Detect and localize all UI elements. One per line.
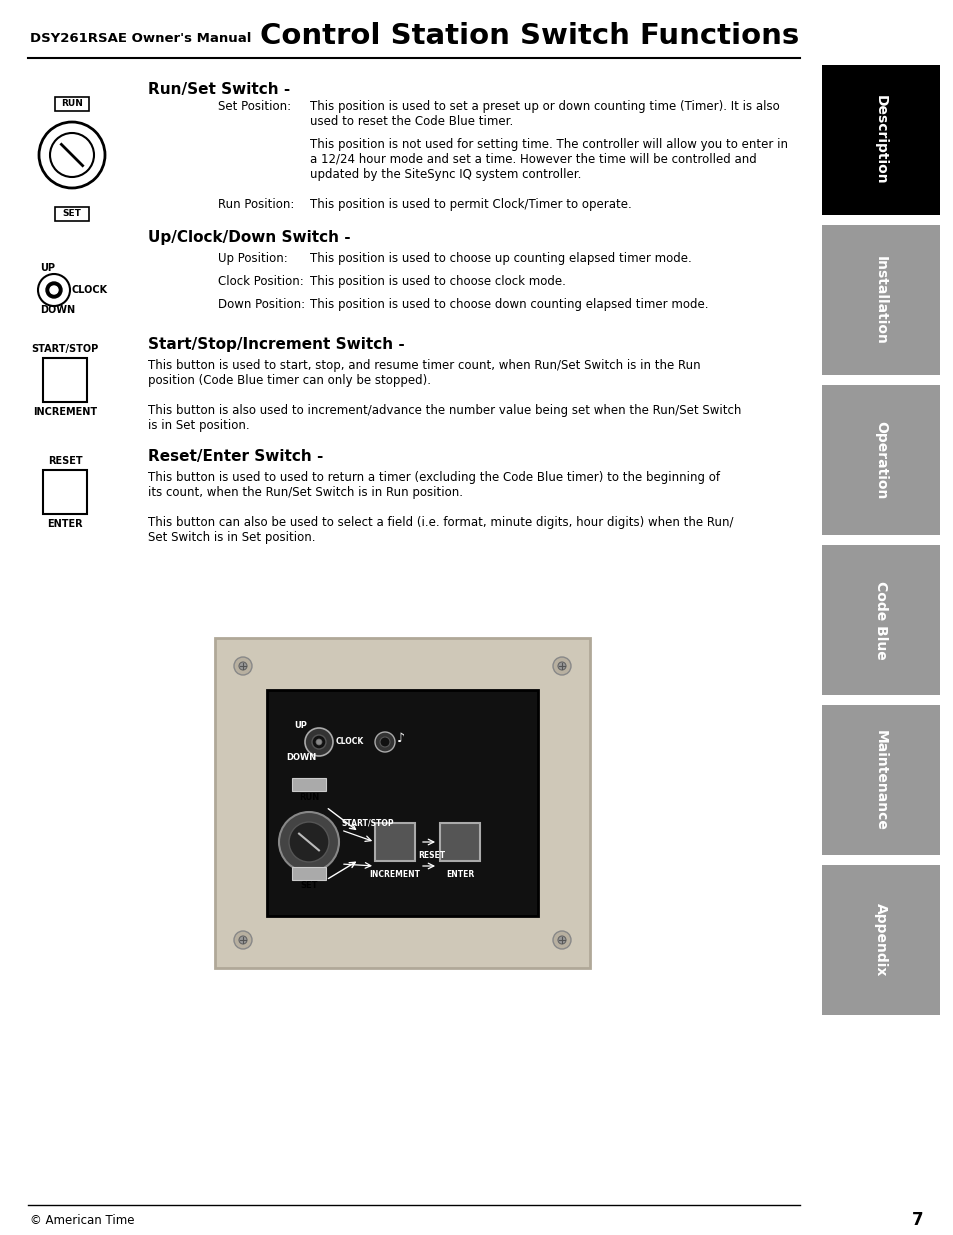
Text: Down Position:: Down Position: <box>218 298 305 311</box>
Circle shape <box>239 936 247 944</box>
Circle shape <box>46 282 62 298</box>
Text: RUN: RUN <box>61 100 83 109</box>
Text: START/STOP: START/STOP <box>31 345 98 354</box>
Text: This button is also used to increment/advance the number value being set when th: This button is also used to increment/ad… <box>148 404 740 432</box>
Text: This button is used to used to return a timer (excluding the Code Blue timer) to: This button is used to used to return a … <box>148 471 720 499</box>
Text: Up Position:: Up Position: <box>218 252 288 266</box>
Text: ENTER: ENTER <box>445 869 474 879</box>
Text: DOWN: DOWN <box>40 305 75 315</box>
Bar <box>214 638 589 968</box>
Text: This button is used to start, stop, and resume timer count, when Run/Set Switch : This button is used to start, stop, and … <box>148 359 700 387</box>
Text: Code Blue: Code Blue <box>873 580 887 659</box>
Text: RUN: RUN <box>298 794 319 803</box>
Text: Set Position:: Set Position: <box>218 100 291 112</box>
Bar <box>292 867 326 881</box>
Text: Up/Clock/Down Switch -: Up/Clock/Down Switch - <box>148 230 351 245</box>
Circle shape <box>553 931 571 948</box>
Text: Appendix: Appendix <box>873 903 887 977</box>
Circle shape <box>379 737 390 747</box>
Bar <box>821 864 939 1015</box>
Bar <box>43 471 87 514</box>
Text: This button can also be used to select a field (i.e. format, minute digits, hour: This button can also be used to select a… <box>148 516 733 543</box>
Text: UP: UP <box>40 263 55 273</box>
Text: RESET: RESET <box>48 456 82 466</box>
Text: Maintenance: Maintenance <box>873 730 887 830</box>
Circle shape <box>315 739 322 745</box>
Text: This position is used to choose clock mode.: This position is used to choose clock mo… <box>310 275 565 288</box>
Text: ♪: ♪ <box>396 731 405 745</box>
Bar <box>821 385 939 535</box>
Text: CLOCK: CLOCK <box>71 285 108 295</box>
Text: SET: SET <box>63 210 81 219</box>
Bar <box>821 225 939 375</box>
Text: © American Time: © American Time <box>30 1214 134 1226</box>
Circle shape <box>553 657 571 676</box>
Text: Run Position:: Run Position: <box>218 198 294 211</box>
Text: This position is not used for setting time. The controller will allow you to ent: This position is not used for setting ti… <box>310 138 787 182</box>
Text: INCREMENT: INCREMENT <box>369 869 420 879</box>
Circle shape <box>239 662 247 671</box>
Circle shape <box>375 732 395 752</box>
Bar <box>292 778 326 790</box>
Text: This position is used to set a preset up or down counting time (Timer). It is al: This position is used to set a preset up… <box>310 100 779 128</box>
Text: 7: 7 <box>911 1212 923 1229</box>
Bar <box>267 690 537 916</box>
Text: Clock Position:: Clock Position: <box>218 275 303 288</box>
Circle shape <box>312 735 326 748</box>
Circle shape <box>289 823 329 862</box>
Text: Control Station Switch Functions: Control Station Switch Functions <box>260 22 799 49</box>
Bar <box>821 545 939 695</box>
Bar <box>55 98 89 111</box>
Text: Start/Stop/Increment Switch -: Start/Stop/Increment Switch - <box>148 337 404 352</box>
Text: SET: SET <box>300 882 317 890</box>
Text: Description: Description <box>873 95 887 185</box>
Circle shape <box>558 936 565 944</box>
Text: RESET: RESET <box>417 851 445 861</box>
Text: DOWN: DOWN <box>286 753 315 762</box>
Bar <box>43 358 87 403</box>
Circle shape <box>50 287 58 294</box>
Text: START/STOP: START/STOP <box>341 818 395 827</box>
Text: Reset/Enter Switch -: Reset/Enter Switch - <box>148 450 323 464</box>
Text: This position is used to permit Clock/Timer to operate.: This position is used to permit Clock/Ti… <box>310 198 631 211</box>
Text: Run/Set Switch -: Run/Set Switch - <box>148 82 290 98</box>
Text: This position is used to choose up counting elapsed timer mode.: This position is used to choose up count… <box>310 252 691 266</box>
Text: INCREMENT: INCREMENT <box>33 408 97 417</box>
Circle shape <box>278 811 338 872</box>
Text: Operation: Operation <box>873 421 887 499</box>
Circle shape <box>233 931 252 948</box>
Text: ENTER: ENTER <box>47 519 83 529</box>
Bar <box>439 823 479 861</box>
Text: Installation: Installation <box>873 256 887 345</box>
Text: CLOCK: CLOCK <box>335 737 364 746</box>
Bar <box>375 823 415 861</box>
Text: This position is used to choose down counting elapsed timer mode.: This position is used to choose down cou… <box>310 298 708 311</box>
Text: DSY261RSAE Owner's Manual: DSY261RSAE Owner's Manual <box>30 32 251 44</box>
Bar <box>821 65 939 215</box>
Bar <box>55 207 89 221</box>
Circle shape <box>233 657 252 676</box>
Bar <box>821 705 939 855</box>
Circle shape <box>558 662 565 671</box>
Text: UP: UP <box>294 721 307 730</box>
Circle shape <box>305 727 333 756</box>
